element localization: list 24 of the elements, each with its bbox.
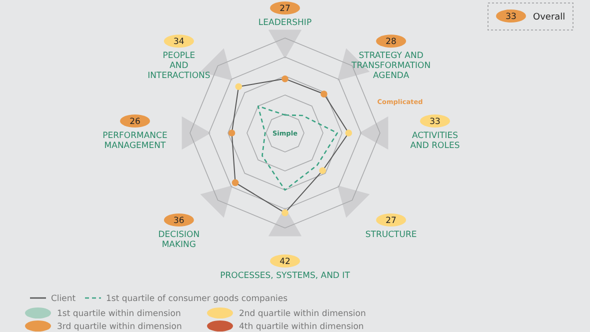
text: 1st quartile within dimension: [57, 309, 181, 319]
text: 27: [280, 4, 290, 14]
spoke-label: STRATEGY AND TRANSFORMATION AGENDA: [350, 51, 431, 82]
spoke-label: ACTIVITIES AND ROLES: [410, 131, 460, 151]
spoke-label: PEOPLE AND INTERACTIONS: [148, 51, 210, 82]
spoke-label: PERFORMANCE MANAGEMENT: [102, 131, 168, 151]
text: 27: [386, 216, 396, 226]
text: 3rd quartile within dimension: [57, 322, 182, 332]
text: 36: [174, 216, 184, 226]
text: 34: [174, 37, 184, 48]
text: 33: [506, 12, 516, 22]
text: 26: [130, 117, 140, 127]
spoke-label: DECISION MAKING: [158, 230, 200, 250]
spoke-label: STRUCTURE: [365, 230, 417, 240]
text: 4th quartile within dimension: [239, 322, 364, 332]
legend-label: Client: [51, 294, 76, 304]
legend-label: 1st quartile of consumer goods companies: [106, 294, 288, 304]
text: 28: [386, 37, 396, 48]
text: 2nd quartile within dimension: [239, 309, 366, 319]
spoke-label: PROCESSES, SYSTEMS, AND IT: [220, 271, 351, 281]
spoke-label: LEADERSHIP: [258, 18, 312, 28]
text: 33: [430, 117, 440, 127]
text: 42: [280, 257, 290, 267]
text: Overall: [533, 12, 566, 22]
